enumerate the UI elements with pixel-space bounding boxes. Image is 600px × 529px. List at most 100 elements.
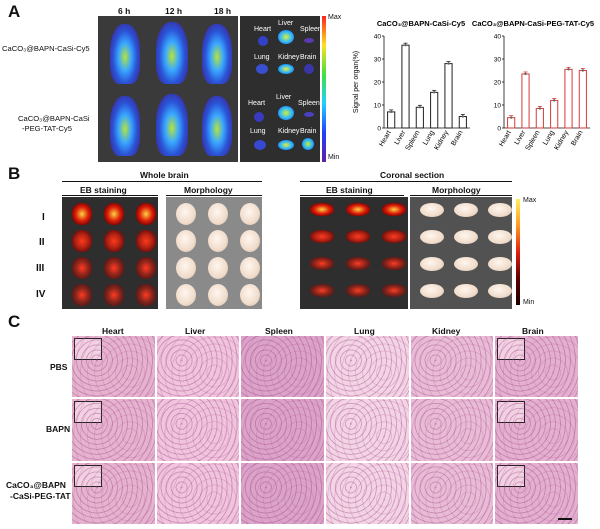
panel-letter-b: B — [8, 164, 21, 183]
column-header: Heart — [102, 326, 124, 336]
category-label: Kidney — [553, 129, 570, 151]
histology-grid — [72, 336, 578, 526]
row-label: CaCO₃@BAPN-CaSi — [18, 114, 90, 123]
chart-title: CaCO₃@BAPN-CaSi-PEG-TAT-Cy5 — [472, 19, 594, 28]
organ-label: Heart — [254, 26, 272, 33]
histology-image — [72, 462, 155, 524]
mouse-image — [202, 96, 232, 156]
brain-sample — [176, 230, 196, 252]
divider — [300, 181, 512, 182]
bar — [578, 70, 587, 129]
category-label: Lung — [422, 129, 436, 146]
brain-sample — [104, 230, 124, 252]
organ-liver — [278, 106, 294, 120]
magnified-inset — [497, 338, 526, 360]
category-label: Brain — [570, 129, 584, 147]
row-label: I — [42, 212, 45, 223]
category-label: Brain — [450, 129, 464, 147]
group-title: Whole brain — [140, 170, 189, 180]
data-point — [552, 99, 556, 102]
histology-image — [241, 336, 324, 398]
row-label: III — [36, 263, 45, 274]
organ-kidney — [278, 140, 294, 150]
divider — [166, 195, 262, 196]
organ-label: Spleen — [298, 100, 320, 107]
brain-sample — [72, 257, 92, 279]
brain-sample — [72, 284, 92, 306]
histology-image — [495, 399, 578, 461]
category-label: Liver — [514, 129, 528, 146]
data-point — [581, 69, 585, 72]
sub-title: Morphology — [432, 185, 481, 195]
brain-sample — [208, 203, 228, 225]
y-tick-label: 40 — [374, 34, 382, 41]
row-label: BAPN — [46, 424, 71, 434]
histology-image — [156, 336, 240, 398]
organ-heart — [258, 36, 268, 46]
histology-image — [495, 336, 578, 398]
brain-sample — [382, 230, 406, 243]
brain-sample — [488, 284, 512, 298]
brain-sample — [310, 284, 334, 297]
organ-heart — [254, 112, 264, 122]
colorbar — [516, 199, 520, 305]
divider — [300, 195, 404, 196]
brain-sample — [240, 257, 260, 279]
colorbar-min-label: Min — [328, 154, 340, 161]
brain-sample — [208, 257, 228, 279]
time-label: 18 h — [214, 6, 232, 16]
brain-sample — [346, 284, 370, 297]
organ-spleen — [304, 38, 314, 43]
organ-kidney — [278, 64, 294, 74]
organ-label: Liver — [276, 94, 292, 101]
histology-image — [326, 462, 409, 524]
brain-sample — [176, 284, 196, 306]
brain-sample — [136, 203, 156, 225]
data-point — [418, 106, 422, 109]
brain-sample — [382, 257, 406, 270]
bar — [458, 116, 467, 129]
brain-sample — [136, 230, 156, 252]
brain-sample — [72, 203, 92, 225]
y-tick-label: 0 — [497, 126, 501, 133]
bar — [387, 111, 396, 129]
histology-image — [72, 399, 155, 461]
brain-sample — [454, 257, 478, 271]
brain-sample — [136, 284, 156, 306]
data-point — [432, 91, 436, 94]
brain-sample — [488, 230, 512, 244]
colorbar-min-label: Min — [523, 299, 535, 306]
brain-sample — [104, 284, 124, 306]
organ-brain — [302, 138, 314, 150]
eb-whole-brain-image — [62, 197, 158, 309]
organ-label: Spleen — [300, 26, 322, 33]
brain-sample — [454, 230, 478, 244]
category-label: Spleen — [525, 129, 542, 151]
column-header: Brain — [522, 326, 544, 336]
brain-sample — [240, 230, 260, 252]
histology-image — [410, 399, 494, 461]
histology-image — [156, 462, 240, 524]
mouse-image — [156, 22, 188, 84]
mouse-image — [110, 96, 140, 156]
brain-sample — [420, 284, 444, 298]
brain-sample — [176, 257, 196, 279]
y-tick-label: 30 — [494, 57, 502, 64]
organ-label: Kidney — [278, 128, 300, 135]
y-tick-label: 10 — [374, 103, 382, 110]
y-tick-label: 0 — [377, 126, 381, 133]
organ-label: Heart — [248, 100, 266, 107]
bar — [507, 117, 516, 129]
row-label: -PEG-TAT-Cy5 — [22, 124, 72, 133]
organ-liver — [278, 30, 294, 44]
panel-letter-c: C — [8, 312, 21, 331]
brain-sample — [454, 203, 478, 217]
magnified-inset — [74, 401, 102, 424]
ex-vivo-organs: Heart Liver Spleen Lung Kidney Brain Hea… — [240, 16, 322, 162]
colorbar-max-label: Max — [523, 197, 537, 204]
morphology-whole-brain-image — [166, 197, 262, 309]
brain-sample — [72, 230, 92, 252]
mouse-image — [110, 24, 140, 84]
row-label: PBS — [50, 362, 68, 372]
organ-spleen — [304, 112, 314, 117]
